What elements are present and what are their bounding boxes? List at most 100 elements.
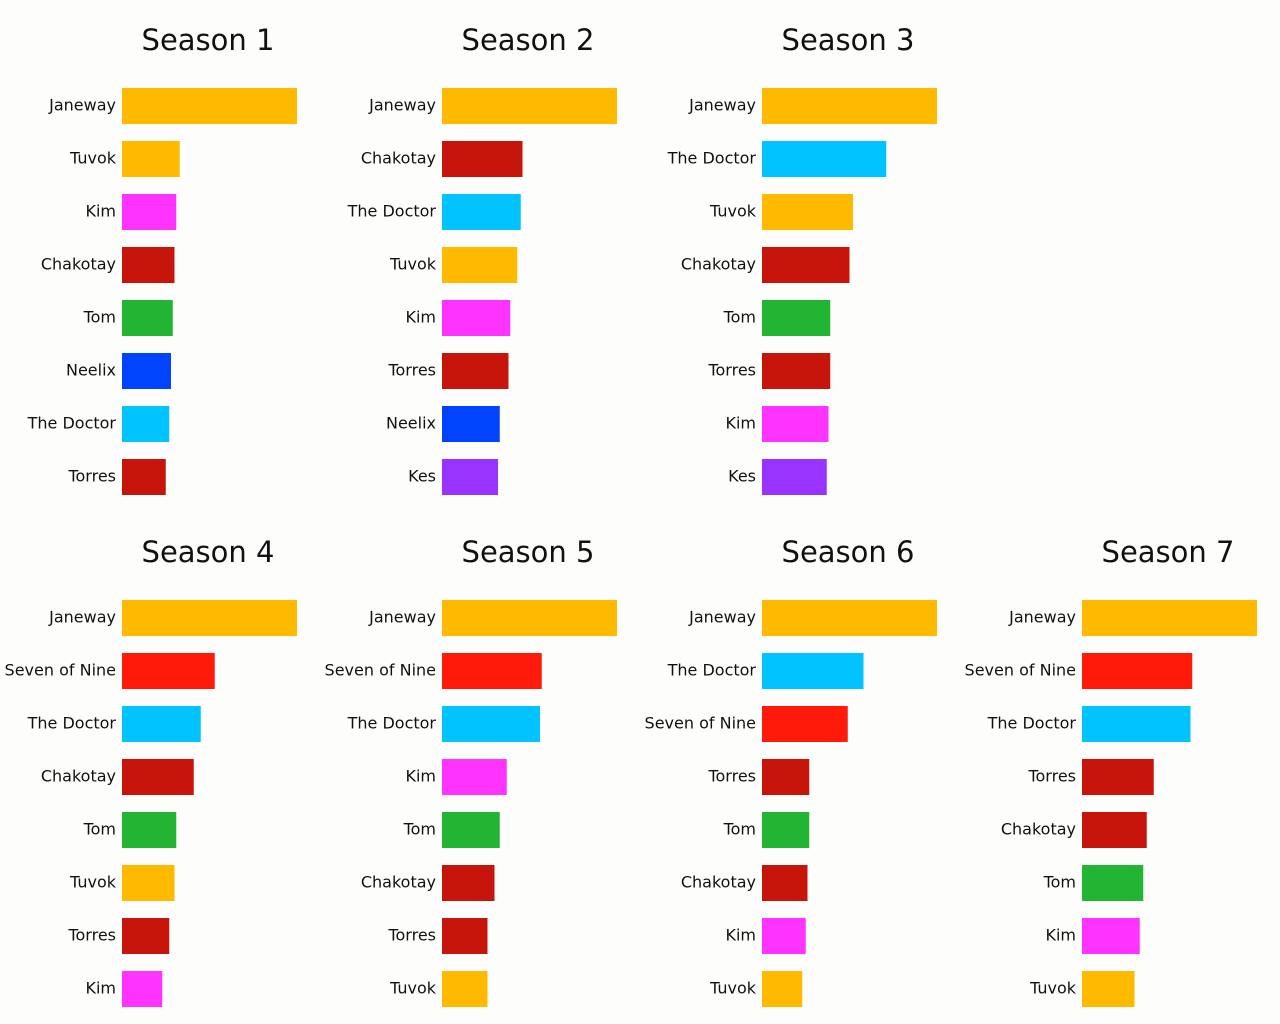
category-label: Janeway (48, 96, 116, 115)
category-label: Tuvok (69, 873, 117, 892)
bar (762, 971, 803, 1007)
chart-title: Season 6 (782, 535, 915, 569)
bar (762, 600, 937, 636)
category-label: Tom (83, 308, 116, 327)
bar (442, 194, 521, 230)
bar (442, 88, 617, 124)
bar (762, 706, 848, 742)
bar (122, 353, 171, 389)
category-label: Tom (723, 820, 756, 839)
chart-title: Season 4 (142, 535, 275, 569)
bar (762, 353, 831, 389)
bar (122, 247, 175, 283)
category-label: Kim (405, 308, 436, 327)
category-label: Tuvok (69, 149, 117, 168)
bar (442, 706, 540, 742)
chart-title: Season 7 (1102, 535, 1235, 569)
bar (442, 971, 488, 1007)
bar (122, 300, 173, 336)
category-label: Torres (67, 467, 116, 486)
bar (762, 653, 864, 689)
category-label: Torres (707, 767, 756, 786)
category-label: Torres (707, 361, 756, 380)
bar (762, 88, 937, 124)
chart-title: Season 2 (462, 23, 595, 57)
bar (442, 459, 498, 495)
category-label: Kim (725, 414, 756, 433)
bar (122, 812, 177, 848)
bar (122, 194, 177, 230)
category-label: Kes (408, 467, 436, 486)
bar (762, 300, 831, 336)
category-label: Torres (1027, 767, 1076, 786)
category-label: Chakotay (41, 767, 116, 786)
category-label: Kim (405, 767, 436, 786)
bar (122, 759, 194, 795)
category-label: Chakotay (361, 873, 436, 892)
category-label: Neelix (66, 361, 116, 380)
bar (762, 406, 829, 442)
chart-panel: Season 1 Janeway Tuvok Kim Chakotay Tom Neelix… (27, 23, 297, 495)
category-label: Seven of Nine (965, 661, 1076, 680)
category-label: Torres (387, 926, 436, 945)
bar (442, 865, 495, 901)
bar (442, 406, 500, 442)
category-label: Tom (83, 820, 116, 839)
bar (762, 459, 827, 495)
bar (1082, 865, 1144, 901)
category-label: Kim (85, 202, 116, 221)
category-label: Janeway (1008, 608, 1076, 627)
category-label: Kes (728, 467, 756, 486)
bar (122, 706, 201, 742)
category-label: The Doctor (987, 714, 1077, 733)
category-label: Seven of Nine (645, 714, 756, 733)
category-label: Chakotay (681, 873, 756, 892)
chart-panel: Season 4 Janeway Seven of Nine The Doctor Ch… (5, 535, 297, 1007)
bar (442, 141, 523, 177)
category-label: Chakotay (361, 149, 436, 168)
category-label: Kim (725, 926, 756, 945)
chart-panel: Season 3 Janeway The Doctor Tuvok Chakotay To… (667, 23, 937, 495)
category-label: Kim (1045, 926, 1076, 945)
category-label: Torres (67, 926, 116, 945)
chart-title: Season 5 (462, 535, 595, 569)
category-label: Janeway (48, 608, 116, 627)
bar (1082, 600, 1257, 636)
category-label: Janeway (688, 608, 756, 627)
chart-title: Season 3 (782, 23, 915, 57)
category-label: Tuvok (709, 979, 757, 998)
category-label: Tuvok (709, 202, 757, 221)
category-label: The Doctor (347, 202, 437, 221)
category-label: The Doctor (347, 714, 437, 733)
bar (762, 247, 850, 283)
category-label: Seven of Nine (325, 661, 436, 680)
bar (1082, 971, 1135, 1007)
chart-panel: Season 7 Janeway Seven of Nine The Doctor To… (965, 535, 1257, 1007)
category-label: Tom (723, 308, 756, 327)
bar (762, 865, 808, 901)
chart-title: Season 1 (142, 23, 275, 57)
bar (122, 918, 170, 954)
category-label: Tom (1043, 873, 1076, 892)
bar (762, 812, 810, 848)
category-label: The Doctor (27, 414, 117, 433)
bar (122, 406, 170, 442)
category-label: Chakotay (681, 255, 756, 274)
chart-panel: Season 5 Janeway Seven of Nine The Doctor Ki… (325, 535, 617, 1007)
bar (442, 247, 518, 283)
bar (122, 865, 175, 901)
bar (1082, 918, 1140, 954)
category-label: The Doctor (667, 661, 757, 680)
bar (762, 759, 810, 795)
bar (122, 459, 166, 495)
bar (122, 653, 215, 689)
category-label: Janeway (688, 96, 756, 115)
bar (1082, 706, 1191, 742)
category-label: Tuvok (1029, 979, 1077, 998)
bar (122, 88, 297, 124)
bar (762, 141, 887, 177)
bar (1082, 759, 1154, 795)
category-label: Janeway (368, 96, 436, 115)
bar (442, 759, 507, 795)
chart-panel: Season 2 Janeway Chakotay The Doctor Tuvok Ki… (347, 23, 617, 495)
